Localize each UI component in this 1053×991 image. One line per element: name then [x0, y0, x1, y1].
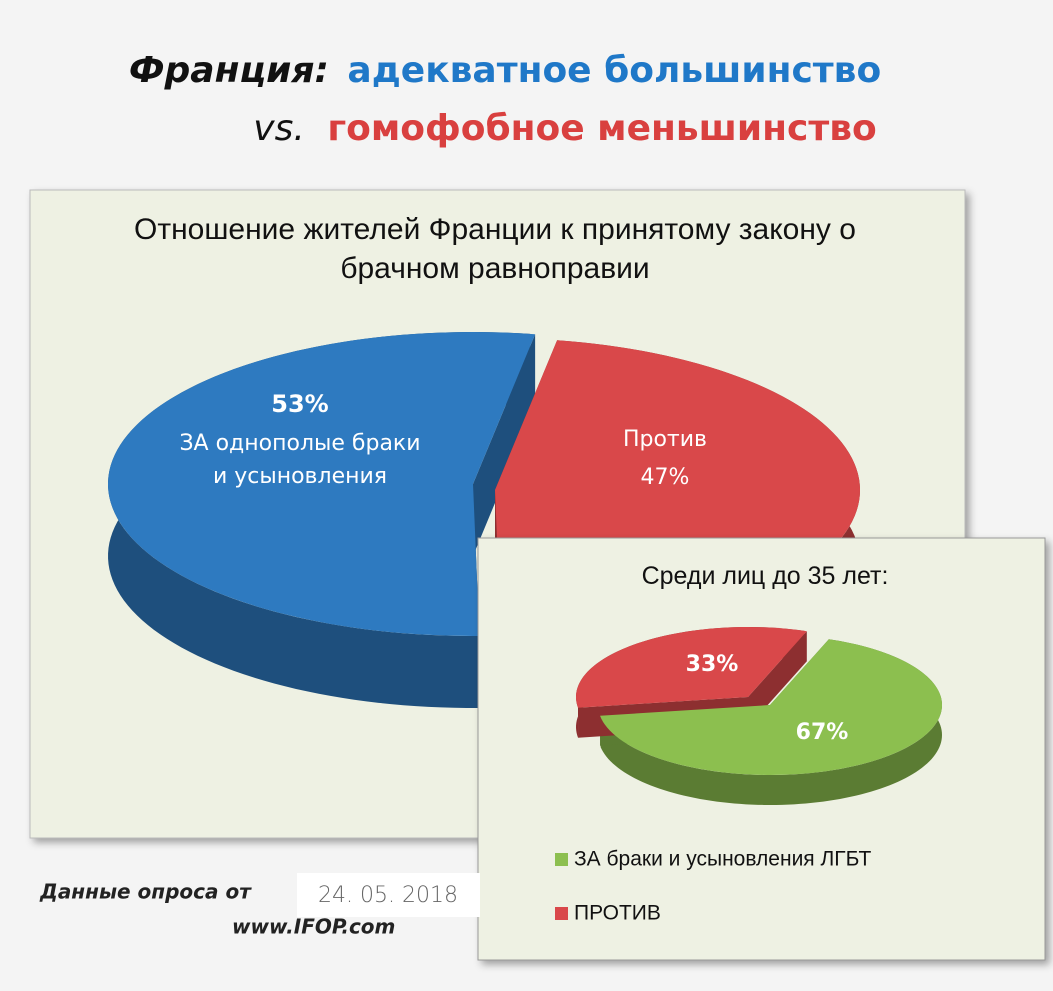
- inset-chart: Среди лиц до 35 лет: 67% 33% ЗА браки и усы…: [555, 562, 942, 925]
- headline-vs: vs.: [253, 108, 305, 149]
- value-label: 67%: [796, 720, 849, 745]
- chart-title: Среди лиц до 35 лет:: [641, 562, 889, 590]
- legend-swatch: [555, 907, 568, 920]
- headline-minority: гомофобное меньшинство: [327, 108, 876, 149]
- chart-title-box: Среди лиц до 35 лет:: [641, 562, 889, 590]
- legend-label: ПРОТИВ: [574, 902, 661, 925]
- slice-face: [748, 631, 807, 727]
- footer-site: www.IFOP.com: [232, 915, 395, 939]
- slice: [108, 332, 536, 636]
- value-label: 53%: [271, 390, 328, 418]
- slice: [576, 626, 807, 708]
- headline-country: Франция:: [129, 50, 329, 91]
- chart-title-box: Отношение жителей Франции к принятому за…: [134, 213, 856, 285]
- legend-swatch: [555, 853, 568, 866]
- headline-2: vs. гомофобное меньшинство: [253, 108, 876, 149]
- footer-source: Данные опроса от: [39, 880, 252, 904]
- headline-majority: адекватное большинство: [347, 50, 881, 91]
- value-label: 33%: [686, 652, 739, 677]
- slice-face: [473, 334, 536, 556]
- headline: Франция: адекватное большинство: [129, 50, 881, 91]
- value-label: 47%: [641, 465, 690, 490]
- legend-label: ЗА браки и усыновления ЛГБТ: [574, 848, 871, 871]
- category-label: ЗА однополые браки и усыновления: [179, 431, 421, 489]
- chart-title: Отношение жителей Франции к принятому за…: [134, 213, 856, 285]
- slice: [600, 639, 942, 775]
- category-label-box: ЗА однополые браки и усыновления: [179, 431, 421, 489]
- footer-date: 24. 05. 2018: [318, 883, 458, 908]
- category-label: Против: [623, 427, 707, 452]
- date-box: [297, 873, 480, 917]
